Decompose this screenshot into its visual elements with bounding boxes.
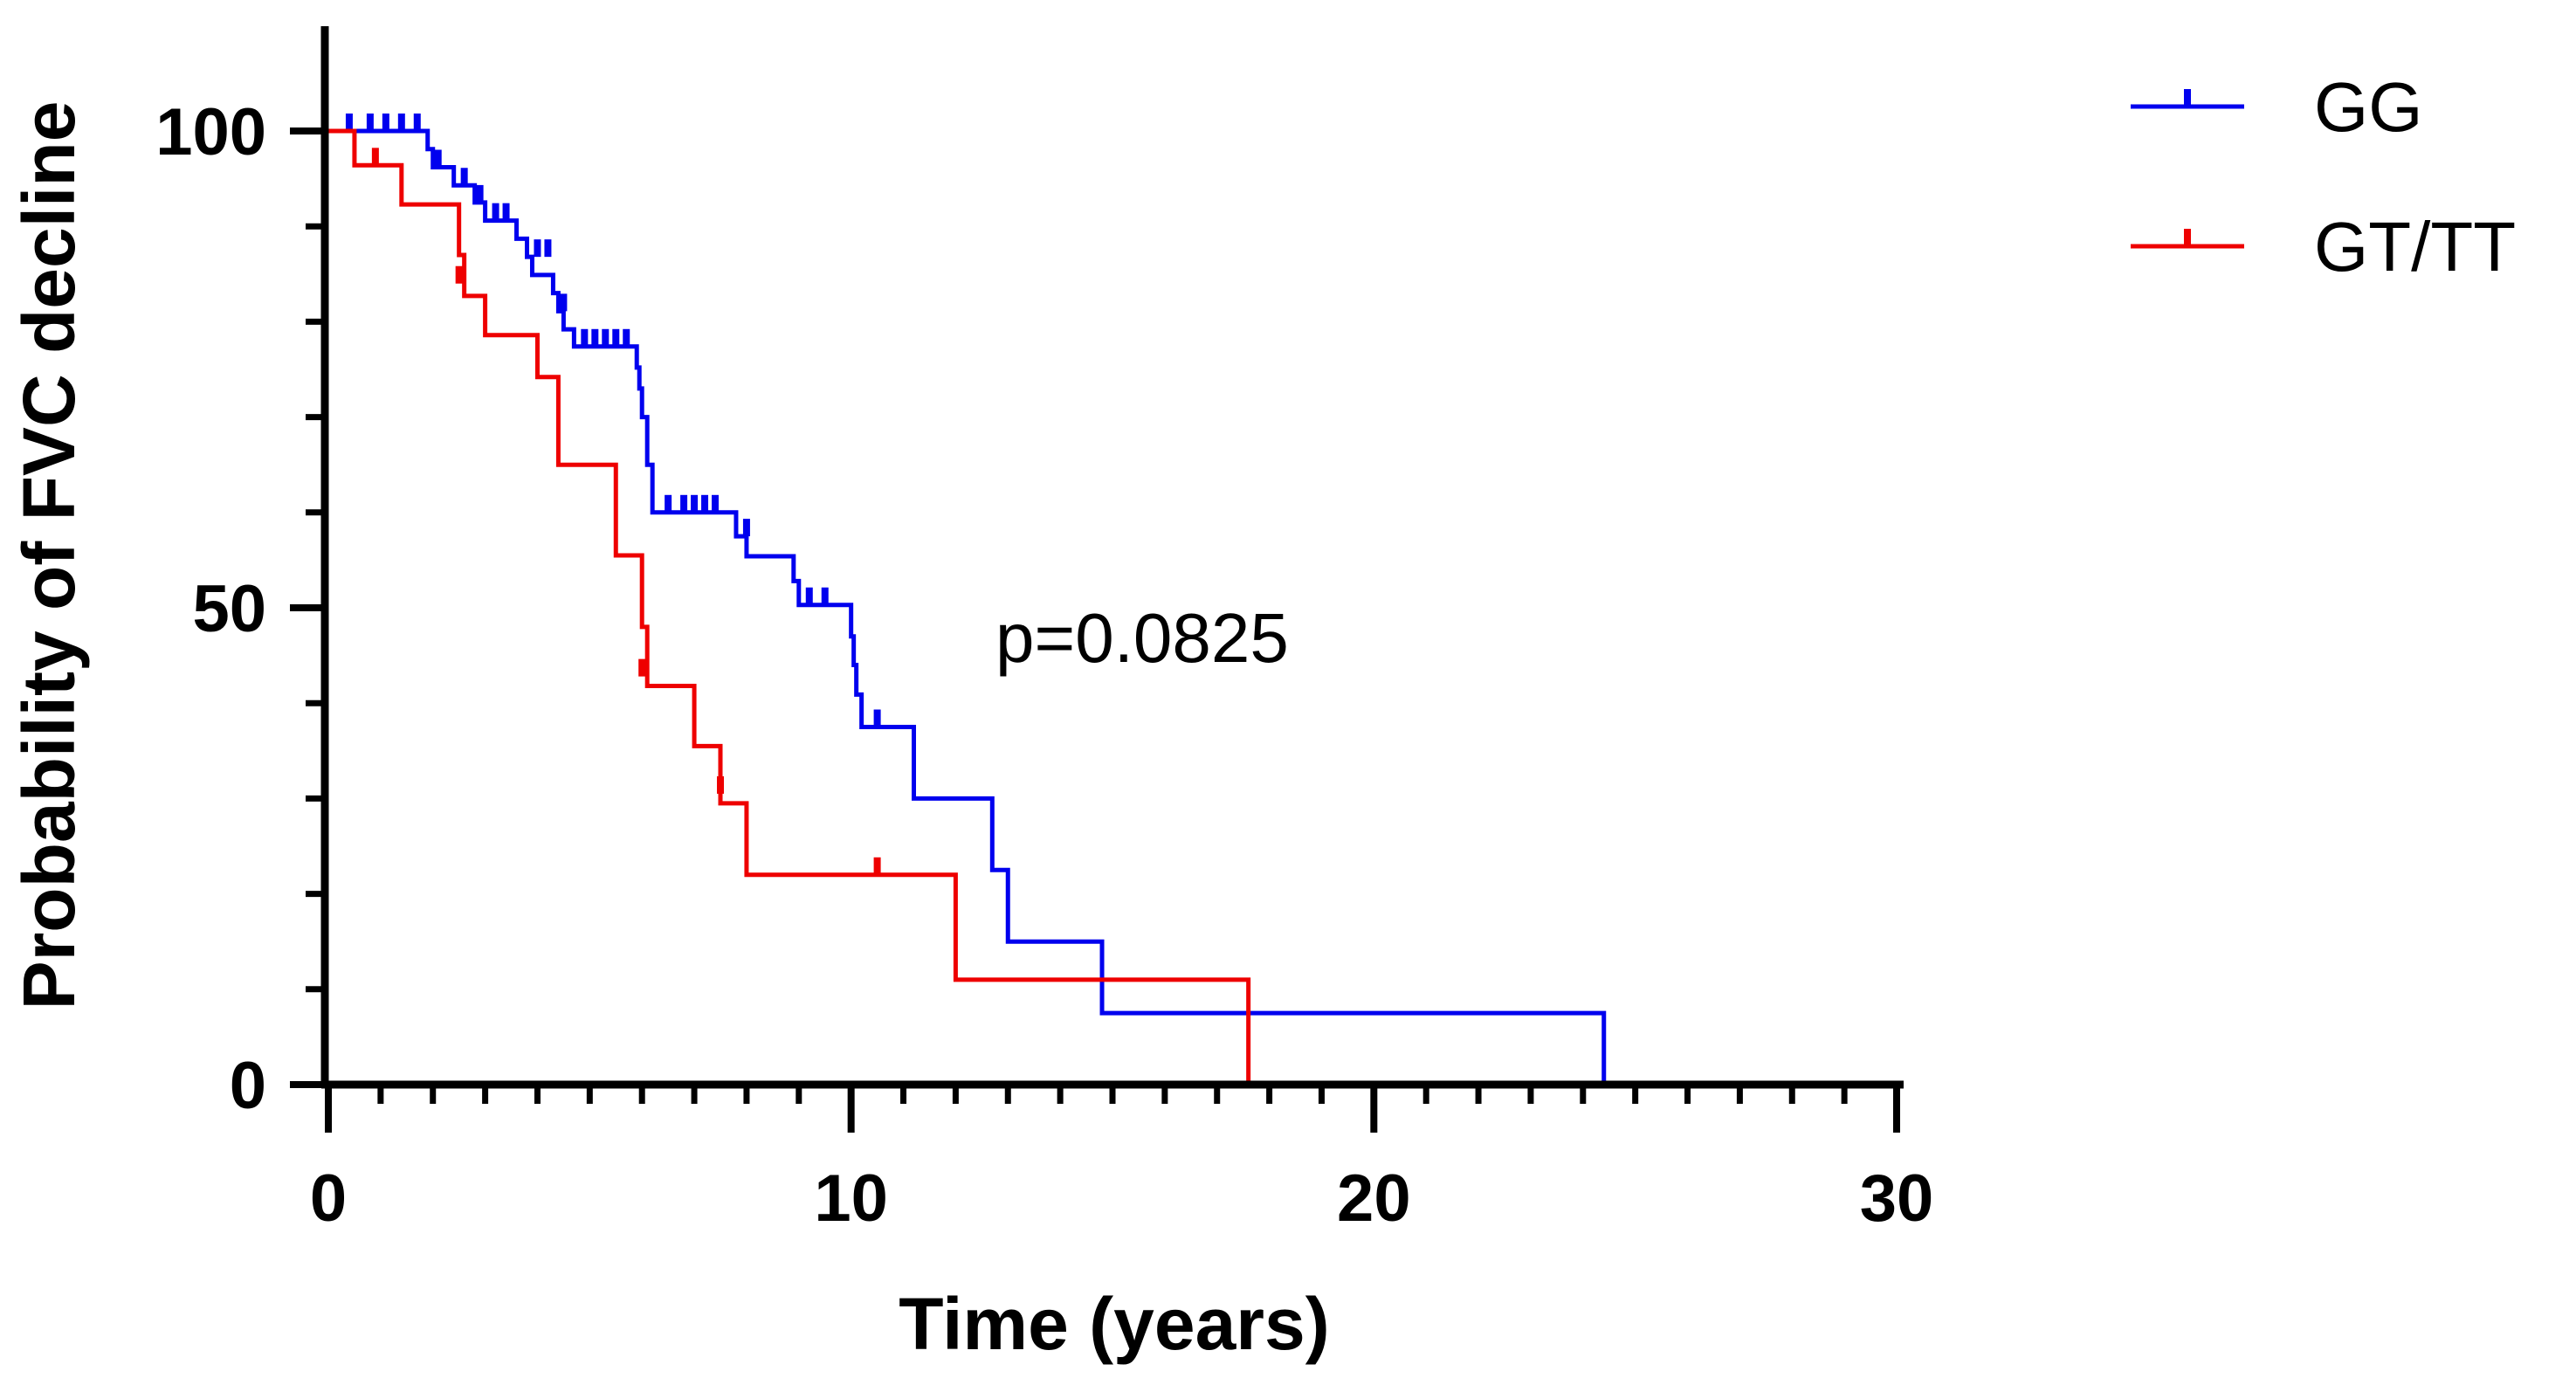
- y-tick-label: 100: [155, 95, 266, 169]
- series-gt-tt: [328, 128, 1251, 1085]
- x-tick-label: 30: [1860, 1161, 1934, 1236]
- survival-curve: [328, 128, 1607, 1085]
- tick-labels: 0 10 20 30 0 50 100: [155, 95, 1933, 1236]
- y-axis-title: Probability of FVC decline: [8, 101, 90, 1010]
- series-gg: [328, 114, 1607, 1085]
- legend: GG GT/TT: [2131, 68, 2516, 286]
- x-axis-title: Time (years): [899, 1283, 1329, 1365]
- legend-label: GG: [2314, 68, 2422, 146]
- x-tick-label: 20: [1337, 1161, 1411, 1236]
- survival-curve: [328, 128, 1251, 1085]
- x-tick-label: 0: [310, 1161, 347, 1236]
- legend-item: GG: [2131, 68, 2422, 146]
- p-value-annotation: p=0.0825: [995, 599, 1289, 677]
- legend-label: GT/TT: [2314, 208, 2516, 286]
- y-tick-label: 0: [230, 1049, 266, 1123]
- major-ticks: [290, 127, 1900, 1133]
- x-tick-label: 10: [814, 1161, 888, 1236]
- y-tick-label: 50: [192, 572, 266, 646]
- legend-item: GT/TT: [2131, 208, 2516, 286]
- series-layer: [328, 114, 1607, 1085]
